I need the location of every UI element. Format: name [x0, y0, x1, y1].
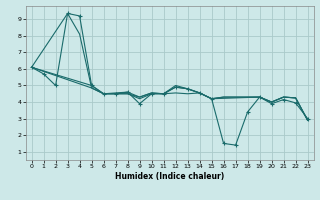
X-axis label: Humidex (Indice chaleur): Humidex (Indice chaleur) — [115, 172, 224, 181]
